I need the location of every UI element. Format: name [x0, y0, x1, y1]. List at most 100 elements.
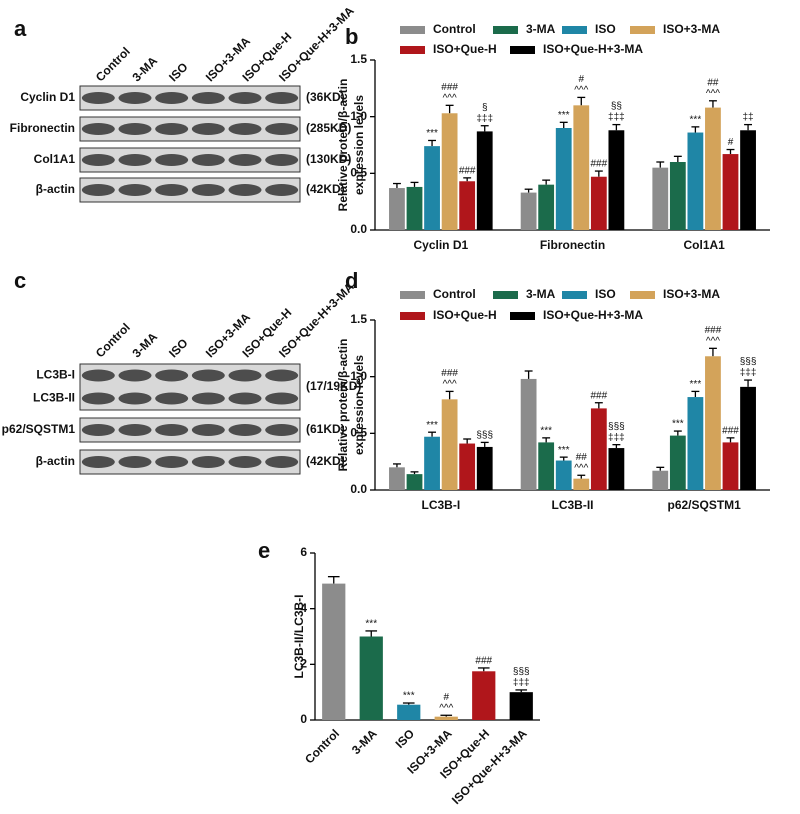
bar	[476, 446, 493, 490]
band	[265, 369, 299, 382]
y-tick-label: 2	[300, 657, 307, 671]
bar	[476, 131, 493, 230]
band	[155, 392, 189, 405]
bar	[740, 130, 756, 230]
panel-label: d	[345, 268, 358, 293]
x-tick-label: LC3B-I	[421, 498, 460, 512]
legend-label: ISO	[595, 287, 616, 301]
legend-swatch	[400, 312, 425, 320]
band	[191, 123, 225, 135]
legend-label: Control	[433, 22, 476, 36]
band	[265, 123, 299, 135]
band	[228, 123, 262, 135]
lane-label: ISO	[166, 60, 191, 85]
legend-swatch	[630, 291, 655, 299]
size-label: (42KD)	[306, 454, 345, 468]
band	[191, 184, 225, 196]
blot-strip	[79, 449, 301, 475]
bar	[652, 167, 669, 230]
legend-swatch	[400, 26, 425, 34]
bar	[538, 442, 555, 490]
legend-label: 3-MA	[526, 22, 556, 36]
significance-label: ***	[426, 420, 438, 431]
y-tick-label: 1.5	[350, 312, 367, 326]
significance-label: ***	[365, 619, 377, 630]
blot-strip	[79, 116, 301, 142]
row-label: LC3B-I	[36, 368, 75, 382]
y-axis-label: Relative protein/β-actin	[336, 339, 350, 472]
band	[81, 184, 115, 196]
band	[265, 92, 299, 104]
bar	[573, 478, 590, 490]
bar	[520, 192, 537, 230]
significance-label: §§§	[608, 421, 625, 432]
significance-label: ###	[722, 426, 739, 437]
band	[191, 424, 225, 436]
x-tick-label: Cyclin D1	[413, 238, 468, 252]
blot-strip	[79, 177, 301, 203]
significance-label: ^^^	[706, 88, 720, 99]
y-tick-label: 0.5	[350, 166, 367, 180]
legend-label: ISO+Que-H	[433, 308, 497, 322]
band	[155, 424, 189, 436]
legend-label: Control	[433, 287, 476, 301]
size-label: (17/19KD)	[306, 379, 361, 393]
lane-label: ISO	[166, 336, 191, 361]
bar	[608, 448, 625, 490]
y-tick-label: 0.5	[350, 426, 367, 440]
lane-label: 3-MA	[129, 329, 160, 360]
band	[265, 392, 299, 405]
y-tick-label: 4	[300, 601, 307, 615]
bar	[359, 636, 383, 720]
bar	[520, 378, 537, 490]
row-label: Fibronectin	[10, 121, 75, 135]
legend-swatch	[562, 26, 587, 34]
significance-label: ###	[441, 368, 458, 379]
y-axis-label: Relative protein/β-actin	[336, 79, 350, 212]
row-label: Col1A1	[34, 152, 76, 166]
legend-swatch	[400, 46, 425, 54]
band	[155, 369, 189, 382]
size-label: (285KD)	[306, 121, 351, 135]
bar	[397, 704, 421, 720]
band	[191, 154, 225, 166]
row-label: Cyclin D1	[20, 90, 75, 104]
band	[228, 154, 262, 166]
bar	[555, 460, 572, 490]
bar	[434, 716, 458, 720]
legend-label: ISO+3-MA	[663, 22, 720, 36]
bar	[459, 443, 476, 490]
x-tick-label: Fibronectin	[540, 238, 605, 252]
y-axis-label: LC3B-II/LC3B-I	[292, 595, 306, 679]
bar	[441, 399, 458, 490]
y-tick-label: 0.0	[350, 482, 367, 496]
significance-label: ^^^	[443, 379, 457, 390]
band	[118, 456, 152, 468]
significance-label: #	[728, 137, 734, 148]
blot-strip	[79, 85, 301, 111]
band	[228, 456, 262, 468]
significance-label: ##	[707, 77, 719, 88]
bar	[590, 408, 607, 490]
significance-label: §§§	[476, 430, 493, 441]
band	[81, 392, 115, 405]
bar	[389, 188, 405, 230]
row-label: β-actin	[36, 454, 75, 468]
significance-label: §§§	[513, 667, 530, 678]
band	[265, 154, 299, 166]
legend-swatch	[562, 291, 587, 299]
band	[228, 424, 262, 436]
bar	[722, 154, 739, 230]
bar	[472, 671, 496, 720]
blot-strip	[79, 363, 301, 411]
band	[191, 369, 225, 382]
y-tick-label: 0.0	[350, 222, 367, 236]
y-axis-label: expression levels	[352, 355, 366, 455]
band	[118, 123, 152, 135]
band	[81, 123, 115, 135]
x-tick-label: p62/SQSTM1	[667, 498, 741, 512]
band	[118, 154, 152, 166]
significance-label: ‡‡	[742, 112, 753, 123]
band	[118, 92, 152, 104]
